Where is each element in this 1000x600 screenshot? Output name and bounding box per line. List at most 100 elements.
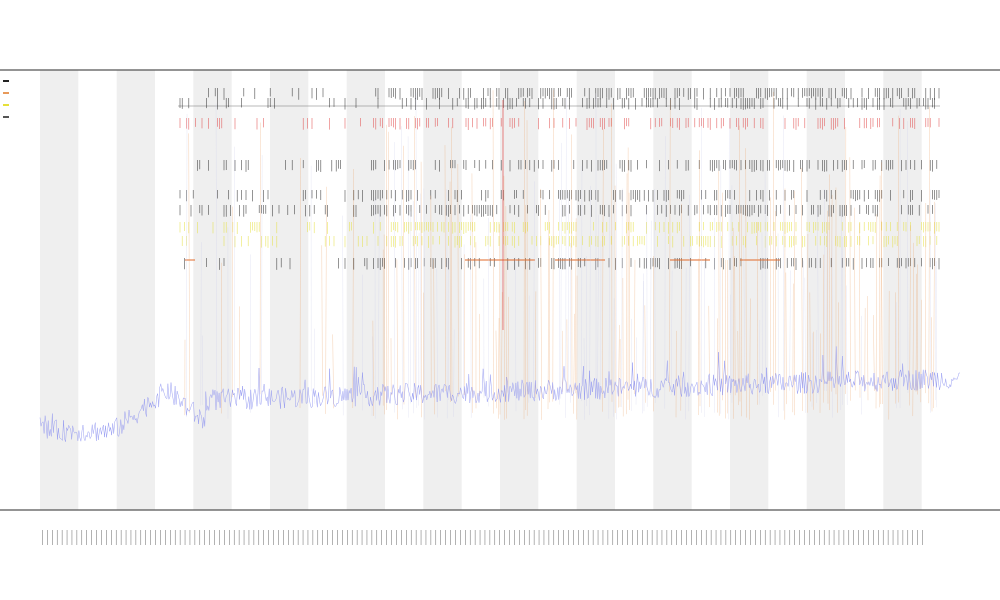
spike-mark: [809, 292, 811, 402]
spike-mark: [492, 90, 494, 414]
band-12: [500, 70, 539, 510]
spike-mark: [846, 285, 848, 406]
spike-mark: [807, 233, 809, 413]
spike-mark: [749, 298, 751, 420]
spike-mark: [188, 133, 190, 413]
band-4: [193, 70, 232, 510]
spike-mark: [501, 292, 503, 393]
legend-item-3: [3, 102, 13, 114]
band-10: [423, 70, 462, 510]
spike-mark: [811, 332, 814, 407]
background-bands: [40, 70, 922, 510]
spike-mark: [415, 92, 417, 408]
spike-mark: [909, 225, 911, 406]
spike-mark: [826, 231, 828, 392]
spike-mark: [186, 113, 188, 418]
spike-mark: [259, 122, 261, 395]
spike-mark: [495, 330, 497, 409]
spike-mark: [859, 223, 861, 398]
spike-mark: [583, 338, 585, 420]
spike-mark: [840, 210, 842, 410]
spike-mark: [547, 210, 550, 410]
track-4: [179, 190, 940, 202]
spike-mark: [880, 162, 882, 405]
spike-mark: [737, 330, 739, 406]
spike-mark: [628, 192, 630, 410]
spike-mark: [352, 169, 354, 409]
band-2: [116, 70, 155, 510]
spike-mark: [407, 136, 409, 418]
spike-mark: [602, 129, 604, 412]
spike-mark: [669, 99, 671, 392]
spike-mark: [383, 234, 385, 415]
spike-mark: [739, 125, 741, 402]
spike-series: [184, 90, 937, 420]
spike-mark: [671, 270, 673, 396]
spike-mark: [423, 188, 425, 420]
spike-mark: [378, 210, 380, 405]
spike-mark: [535, 291, 537, 398]
spike-mark: [261, 155, 263, 393]
spike-mark: [933, 201, 935, 409]
spike-mark: [464, 254, 465, 396]
spike-mark: [907, 121, 909, 394]
spike-mark: [507, 296, 509, 393]
spike-mark: [928, 106, 930, 404]
spike-mark: [635, 337, 637, 405]
spike-mark: [831, 194, 833, 392]
band-16: [653, 70, 692, 510]
track-7: [181, 236, 938, 248]
track-1: [179, 98, 935, 110]
spike-mark: [803, 260, 805, 394]
spike-mark: [867, 296, 869, 401]
spike-mark: [540, 188, 542, 420]
axes: [0, 69, 1000, 511]
spike-mark: [325, 186, 327, 414]
spike-mark: [680, 203, 682, 411]
spike-mark: [471, 173, 473, 413]
spike-mark: [451, 126, 453, 401]
spike-mark: [321, 245, 323, 396]
spike-mark: [745, 148, 747, 418]
spike-mark: [634, 259, 636, 395]
legend-item-1: [3, 78, 13, 90]
series-line: [39, 346, 960, 442]
spike-mark: [764, 171, 766, 392]
band-8: [346, 70, 385, 510]
spike-mark: [444, 145, 446, 392]
spike-mark: [419, 193, 421, 395]
spike-mark: [565, 96, 567, 418]
legend: [3, 78, 13, 126]
spike-mark: [615, 163, 617, 420]
spike-mark: [920, 299, 922, 403]
spike-mark: [875, 214, 878, 409]
spike-mark: [533, 181, 535, 393]
spike-mark: [453, 329, 455, 417]
spike-mark: [479, 313, 480, 397]
track-2: [179, 118, 940, 130]
track-3: [197, 160, 938, 172]
spike-mark: [621, 188, 623, 408]
spike-mark: [575, 218, 577, 394]
band-6: [270, 70, 309, 510]
spike-mark: [831, 240, 833, 418]
spike-mark: [626, 173, 628, 415]
band-18: [730, 70, 769, 510]
spike-mark: [457, 163, 459, 397]
spike-mark: [734, 256, 736, 396]
band-20: [806, 70, 845, 510]
spike-mark: [552, 90, 554, 402]
spike-mark: [895, 302, 897, 409]
spike-mark: [387, 131, 389, 391]
spike-mark: [401, 126, 403, 410]
track-5: [179, 205, 933, 217]
spike-mark: [644, 305, 646, 403]
spike-mark: [414, 116, 416, 398]
spike-mark: [470, 214, 472, 418]
spike-mark: [801, 167, 803, 412]
spike-mark: [879, 175, 881, 408]
spike-mark: [498, 318, 500, 419]
spike-mark: [597, 214, 599, 392]
